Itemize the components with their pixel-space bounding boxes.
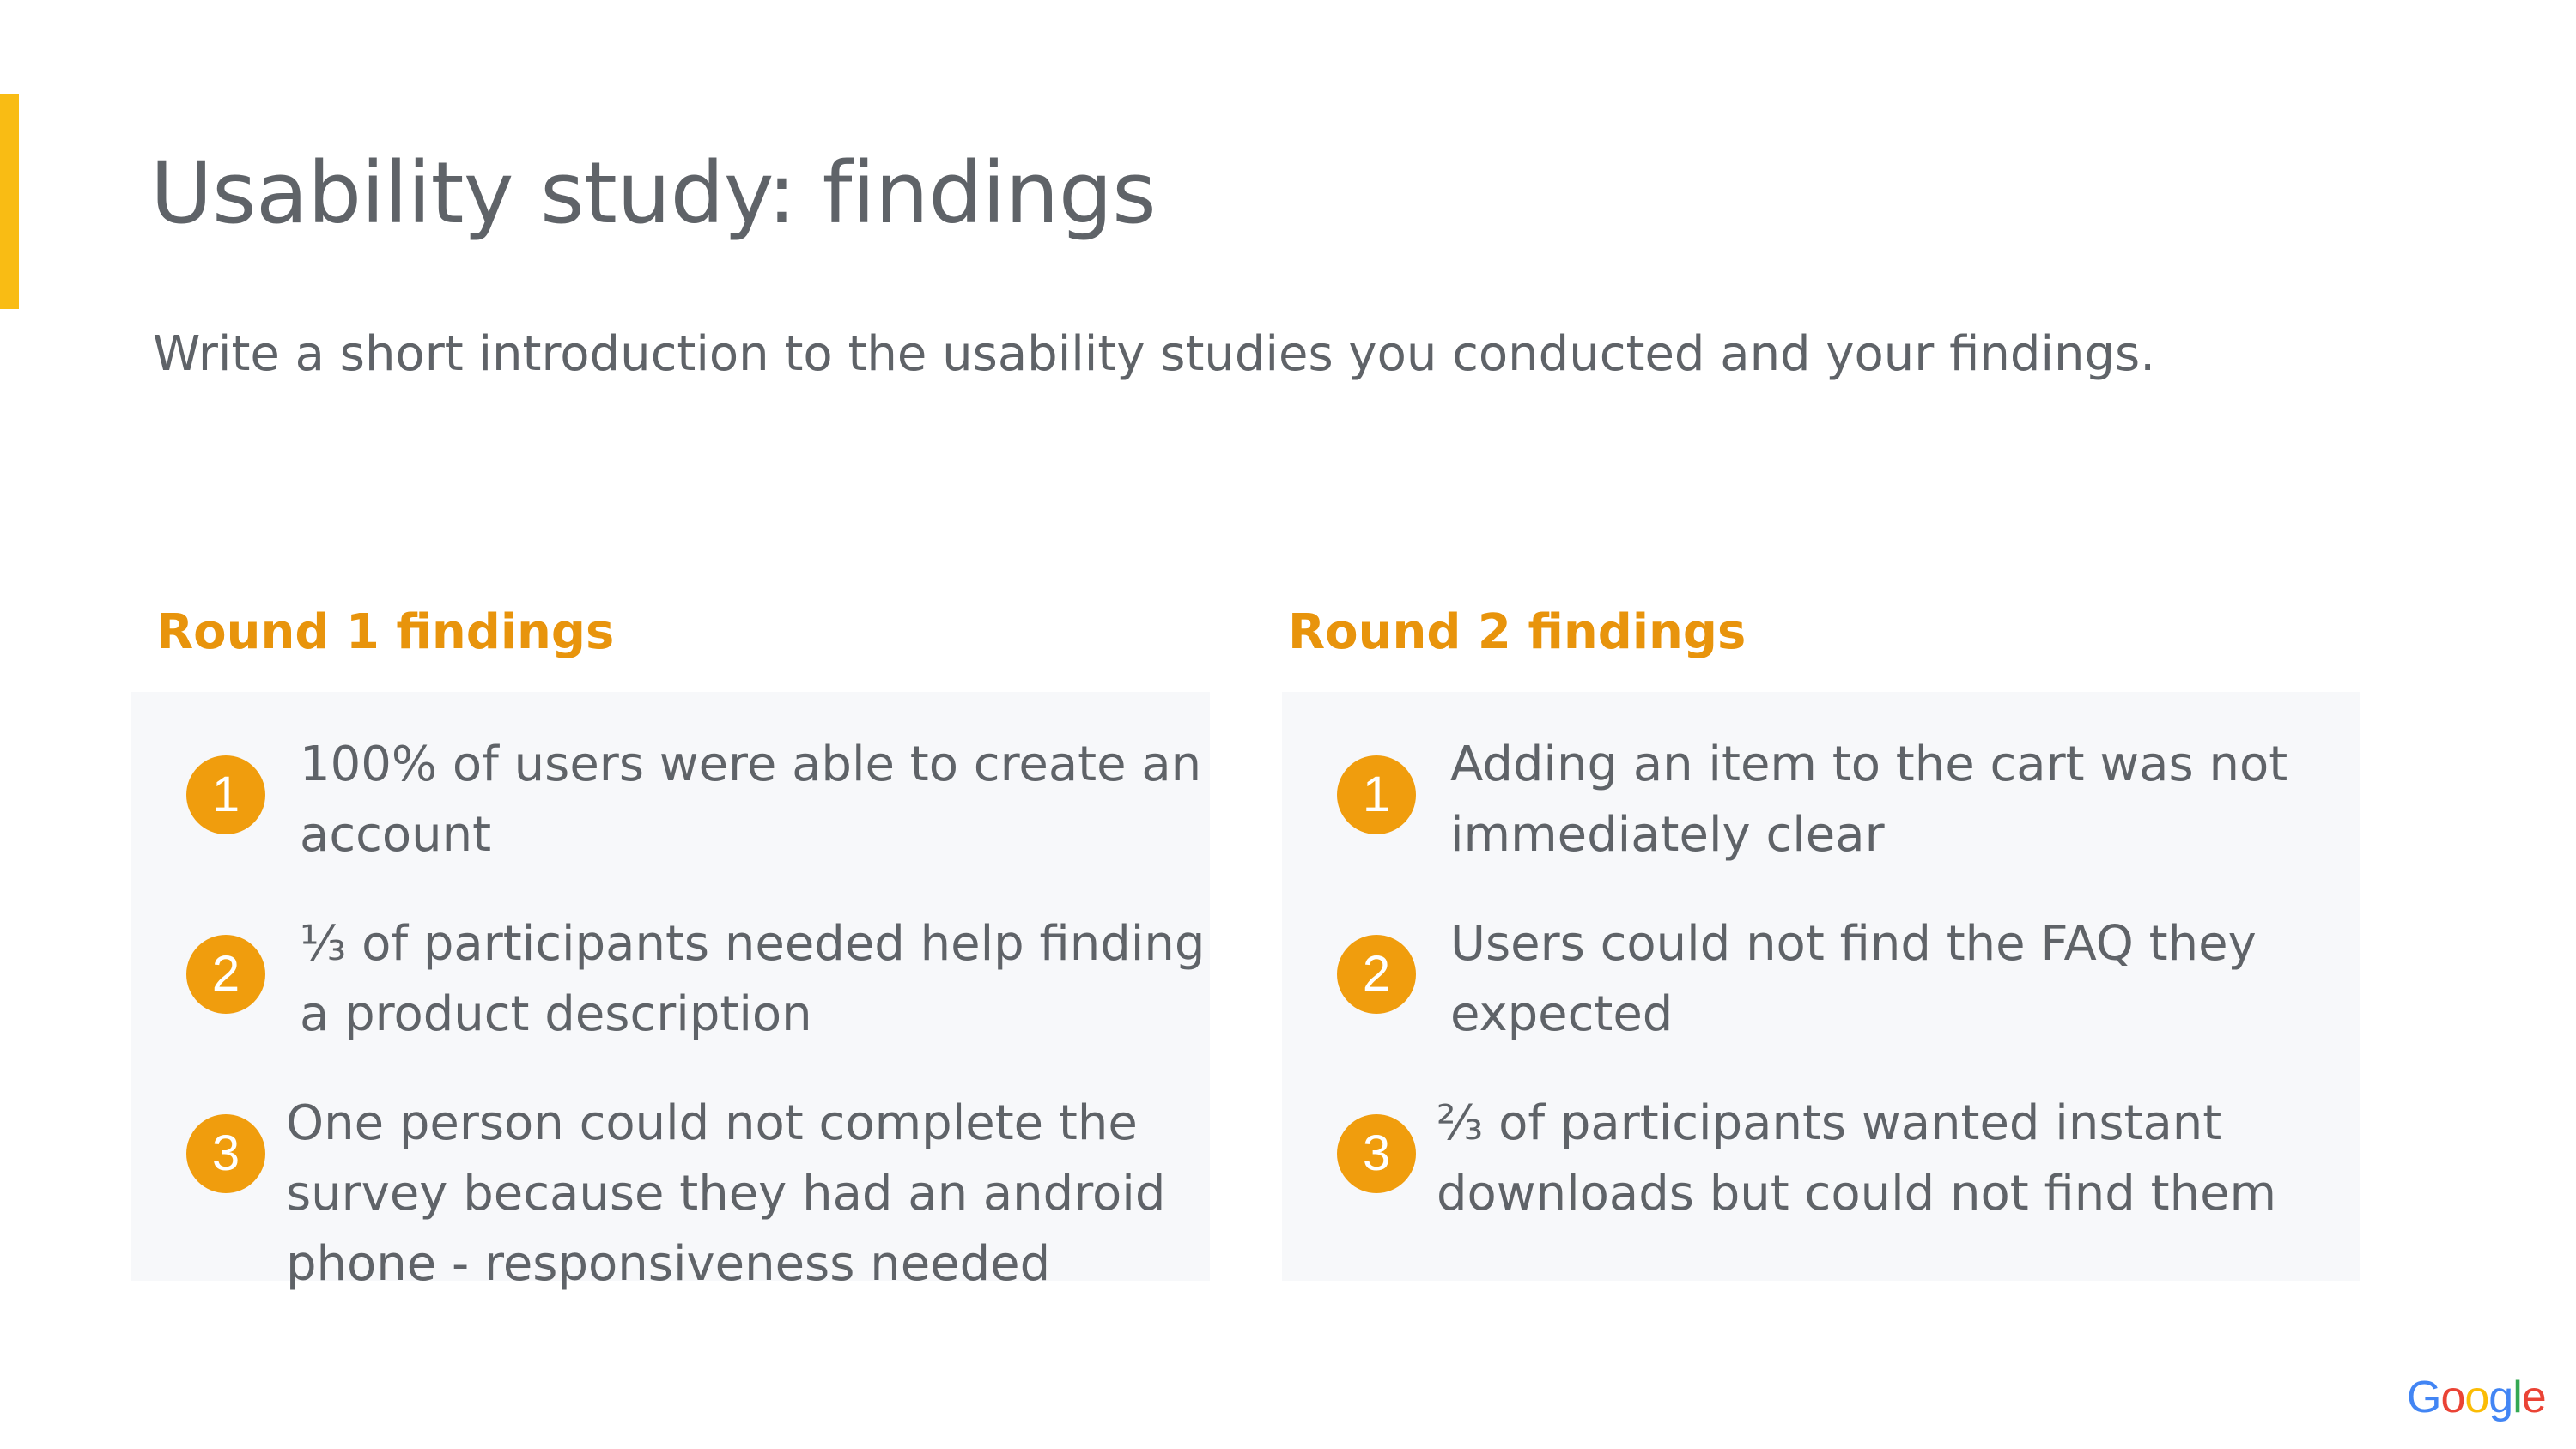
round-1-finding-2: ⅓ of participants needed help finding a … (300, 909, 1205, 1050)
finding-number-badge: 3 (186, 1114, 265, 1193)
finding-line: ⅔ of participants wanted instant (1437, 1095, 2222, 1151)
finding-number-badge: 3 (1337, 1114, 1416, 1193)
round-1-finding-3: One person could not complete the survey… (286, 1088, 1165, 1300)
finding-line: Adding an item to the cart was not (1450, 737, 2288, 792)
round-2-finding-1: Adding an item to the cart was not immed… (1450, 730, 2287, 870)
finding-number-badge: 2 (186, 935, 265, 1014)
accent-bar (0, 94, 19, 309)
finding-line: phone - responsiveness needed (286, 1236, 1051, 1292)
finding-line: survey because they had an android (286, 1166, 1166, 1222)
round-1-heading: Round 1 findings (156, 604, 615, 660)
google-logo: Google (2407, 1372, 2547, 1423)
logo-letter: g (2488, 1373, 2513, 1422)
finding-line: immediately clear (1450, 807, 1885, 863)
finding-line: downloads but could not find them (1437, 1166, 2277, 1222)
round-2-panel: 1 Adding an item to the cart was not imm… (1282, 692, 2360, 1281)
round-1-panel: 1 100% of users were able to create an a… (131, 692, 1210, 1292)
round-2-heading: Round 2 findings (1288, 604, 1747, 660)
round-2-finding-3: ⅔ of participants wanted instant downloa… (1437, 1088, 2276, 1229)
logo-letter: G (2407, 1373, 2441, 1422)
round-1-finding-1: 100% of users were able to create an acc… (300, 730, 1201, 870)
slide-title: Usability study: findings (150, 144, 1157, 243)
finding-number-badge: 1 (1337, 755, 1416, 834)
finding-number-badge: 2 (1337, 935, 1416, 1014)
logo-letter: o (2464, 1373, 2489, 1422)
finding-line: account (300, 807, 492, 863)
finding-line: a product description (300, 986, 812, 1042)
finding-number-badge: 1 (186, 755, 265, 834)
finding-line: One person could not complete the (286, 1095, 1138, 1151)
logo-letter: e (2521, 1373, 2547, 1422)
logo-letter: l (2512, 1373, 2523, 1422)
round-2-finding-2: Users could not find the FAQ they expect… (1450, 909, 2257, 1050)
finding-line: 100% of users were able to create an (300, 737, 1202, 792)
slide-subtitle: Write a short introduction to the usabil… (153, 326, 2156, 382)
finding-line: ⅓ of participants needed help finding (300, 916, 1206, 972)
logo-letter: o (2440, 1373, 2465, 1422)
finding-line: Users could not find the FAQ they (1450, 916, 2257, 972)
finding-line: expected (1450, 986, 1674, 1042)
